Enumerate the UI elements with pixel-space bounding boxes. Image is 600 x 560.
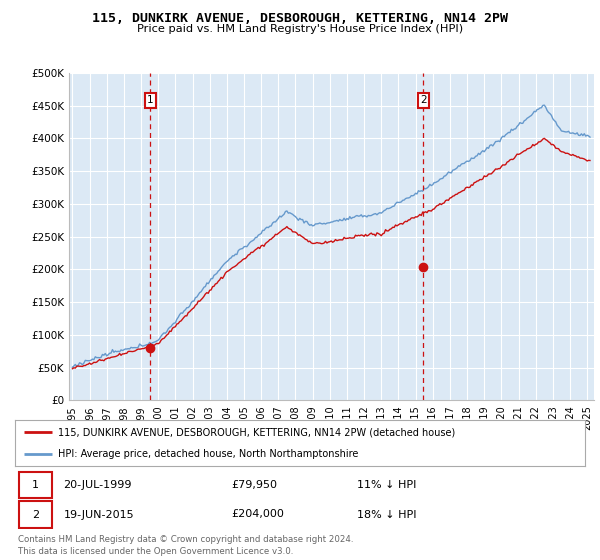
Text: 18% ↓ HPI: 18% ↓ HPI [357, 510, 416, 520]
Text: 115, DUNKIRK AVENUE, DESBOROUGH, KETTERING, NN14 2PW (detached house): 115, DUNKIRK AVENUE, DESBOROUGH, KETTERI… [58, 427, 455, 437]
Text: £79,950: £79,950 [232, 480, 278, 490]
Text: 19-JUN-2015: 19-JUN-2015 [64, 510, 134, 520]
FancyBboxPatch shape [19, 501, 52, 528]
Text: Price paid vs. HM Land Registry's House Price Index (HPI): Price paid vs. HM Land Registry's House … [137, 24, 463, 34]
Text: Contains HM Land Registry data © Crown copyright and database right 2024.
This d: Contains HM Land Registry data © Crown c… [18, 535, 353, 556]
Text: 115, DUNKIRK AVENUE, DESBOROUGH, KETTERING, NN14 2PW: 115, DUNKIRK AVENUE, DESBOROUGH, KETTERI… [92, 12, 508, 25]
Text: HPI: Average price, detached house, North Northamptonshire: HPI: Average price, detached house, Nort… [58, 449, 358, 459]
Text: 2: 2 [32, 510, 39, 520]
Text: 20-JUL-1999: 20-JUL-1999 [64, 480, 132, 490]
Text: 2: 2 [420, 95, 427, 105]
Text: 1: 1 [147, 95, 154, 105]
Text: 11% ↓ HPI: 11% ↓ HPI [357, 480, 416, 490]
Text: £204,000: £204,000 [232, 510, 284, 520]
FancyBboxPatch shape [19, 472, 52, 498]
Text: 1: 1 [32, 480, 39, 490]
